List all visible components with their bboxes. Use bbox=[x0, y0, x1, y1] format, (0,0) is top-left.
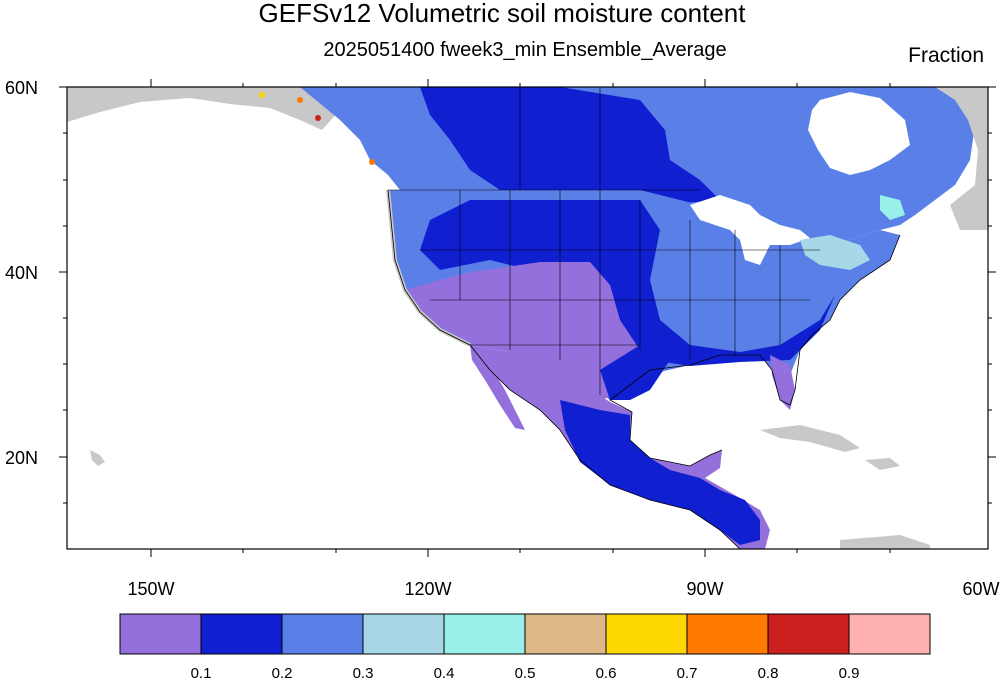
colorbar-label: 0.8 bbox=[758, 665, 779, 681]
texas-dark bbox=[600, 345, 670, 400]
lat-label-40n: 40N bbox=[5, 263, 38, 283]
coastline bbox=[387, 189, 741, 549]
southwest-dry bbox=[405, 262, 650, 400]
lon-label-90w: 90W bbox=[686, 579, 723, 599]
colorbar-swatch bbox=[200, 613, 283, 655]
colorbar-swatch bbox=[362, 613, 445, 655]
colorbar-label: 0.2 bbox=[272, 665, 293, 681]
gulf-coastline bbox=[609, 234, 901, 467]
hotspot bbox=[259, 92, 265, 98]
hudson-bay bbox=[808, 92, 910, 175]
baja-california bbox=[470, 345, 525, 430]
lon-label-60w: 60W bbox=[962, 579, 999, 599]
colorbar-label: 0.6 bbox=[596, 665, 617, 681]
colorbar-swatch bbox=[281, 613, 364, 655]
map-subtitle: 2025051400 fweek3_min Ensemble_Average bbox=[323, 39, 727, 61]
canada-dark-region bbox=[420, 87, 720, 205]
hispaniola bbox=[865, 458, 900, 470]
mexico-dark-region bbox=[560, 400, 760, 545]
colorbar-swatch bbox=[848, 613, 931, 655]
colorbar-swatch bbox=[524, 613, 607, 655]
units-label: Fraction bbox=[908, 44, 984, 67]
political-boundaries bbox=[388, 87, 820, 395]
hawaii bbox=[90, 450, 105, 466]
colorbar-swatch bbox=[443, 613, 526, 655]
northeast-cyan-patch bbox=[880, 195, 905, 220]
great-lakes bbox=[690, 195, 810, 265]
northeast-light-patch bbox=[800, 235, 870, 270]
florida bbox=[770, 355, 795, 410]
hotspot bbox=[369, 159, 375, 165]
central-america-south bbox=[840, 535, 930, 549]
colorbar-label: 0.3 bbox=[353, 665, 374, 681]
lon-label-120w: 120W bbox=[404, 579, 451, 599]
colorbar-swatch bbox=[119, 613, 202, 655]
alaska-land bbox=[67, 87, 340, 130]
axis-ticks bbox=[59, 79, 996, 557]
lon-label-150w: 150W bbox=[127, 579, 174, 599]
colorbar-swatch bbox=[605, 613, 688, 655]
labrador-gray bbox=[935, 87, 988, 230]
cuba bbox=[760, 425, 860, 452]
map-plot-area bbox=[67, 87, 988, 549]
colorbar-label: 0.9 bbox=[839, 665, 860, 681]
colorbar: 0.1 0.2 0.3 0.4 0.5 0.6 0.7 0.8 0.9 bbox=[119, 613, 931, 681]
lat-label-20n: 20N bbox=[5, 448, 38, 468]
colorbar-label: 0.1 bbox=[191, 665, 212, 681]
hotspot bbox=[297, 97, 303, 103]
central-us-dark bbox=[420, 200, 835, 366]
map-title: GEFSv12 Volumetric soil moisture content bbox=[258, 0, 746, 28]
colorbar-label: 0.5 bbox=[515, 665, 536, 681]
colorbar-label: 0.4 bbox=[434, 665, 455, 681]
lat-label-60n: 60N bbox=[5, 78, 38, 98]
colorbar-swatch bbox=[686, 613, 769, 655]
colorbar-swatch bbox=[767, 613, 850, 655]
colorbar-label: 0.7 bbox=[677, 665, 698, 681]
hotspot bbox=[315, 115, 321, 121]
